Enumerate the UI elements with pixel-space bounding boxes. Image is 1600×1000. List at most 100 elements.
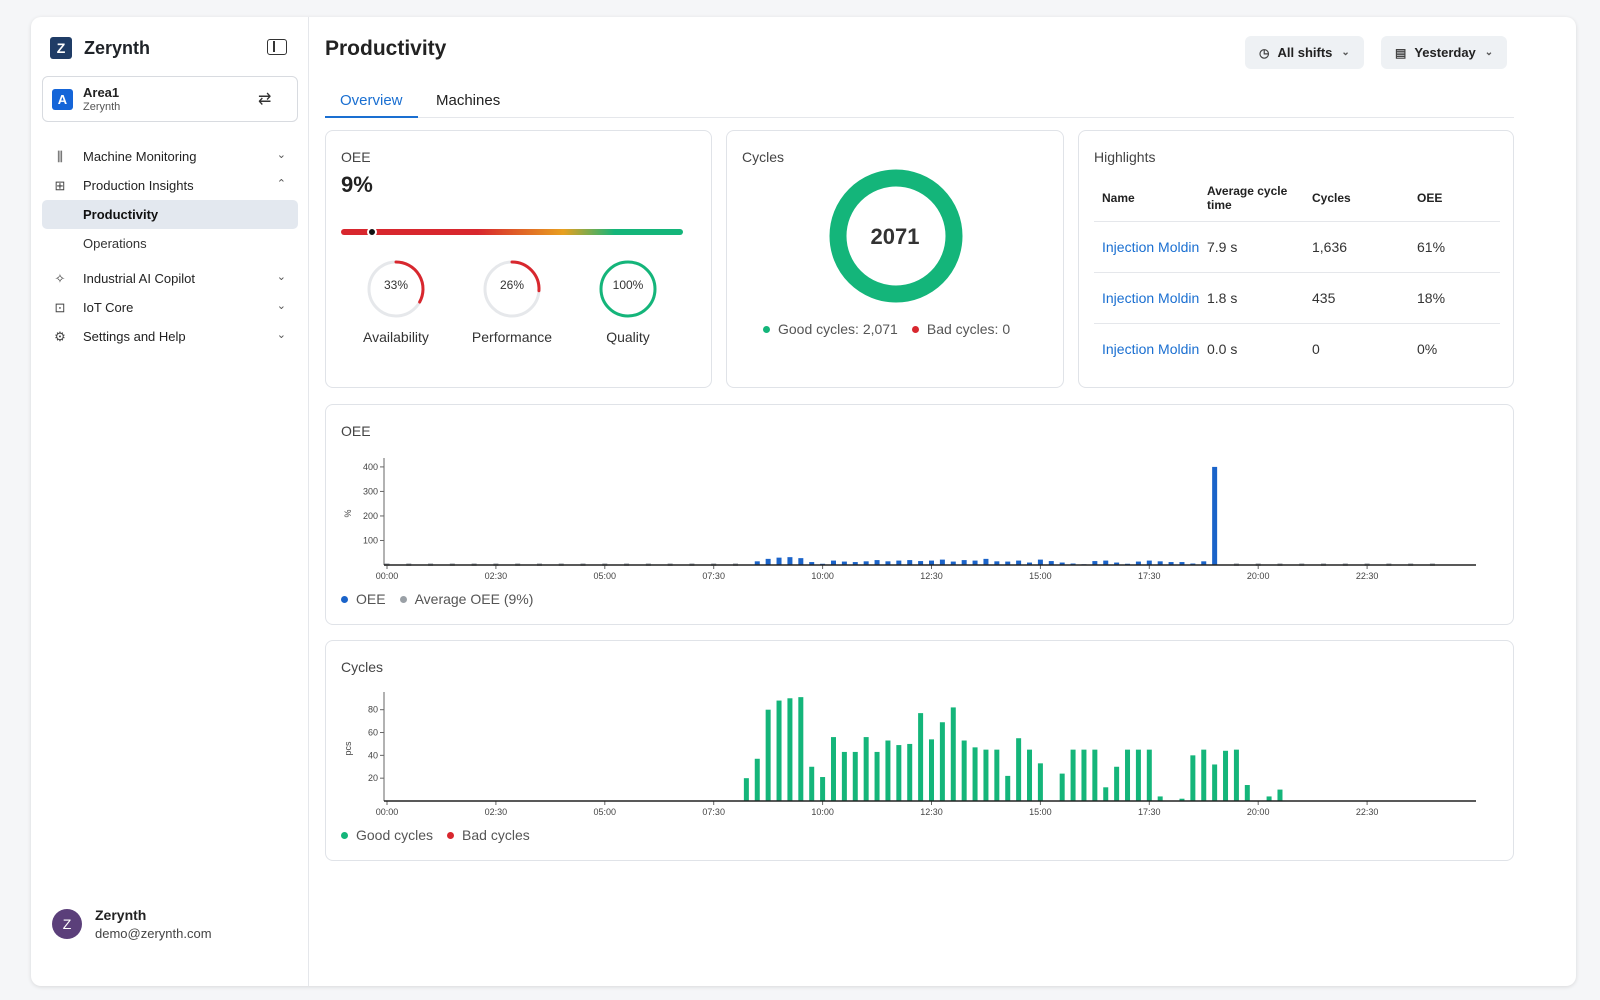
sidebar-item-label: Industrial AI Copilot <box>83 271 196 286</box>
bar <box>1179 562 1185 565</box>
x-tick-label: 22:30 <box>1356 571 1379 581</box>
sidebar-item-operations[interactable]: Operations <box>83 236 147 251</box>
bar <box>841 751 847 801</box>
col-avg-cycle-time: Average cycle time <box>1199 175 1304 222</box>
bar <box>1005 775 1011 801</box>
bad-dot-icon <box>447 831 455 839</box>
sidebar-item-iot-core[interactable]: ⊡ IoT Core ⌄ <box>42 293 298 322</box>
oee-chart-legend: OEE Average OEE (9%) <box>341 591 547 607</box>
avatar: Z <box>52 909 82 939</box>
cycles-chart-legend: Good cycles Bad cycles <box>341 827 544 843</box>
machine-chart-icon: ⫼ <box>57 149 63 164</box>
sidebar-item-machine-monitoring[interactable]: ⫼ Machine Monitoring ⌄ <box>42 142 298 171</box>
table-header-row: Name Average cycle time Cycles OEE <box>1094 175 1500 222</box>
date-filter-dropdown[interactable]: ▤ Yesterday ⌄ <box>1381 36 1508 69</box>
brand-logo-icon: Z <box>50 37 72 59</box>
area-selector[interactable]: A Area1 Zerynth ⇄ <box>42 76 298 122</box>
performance-pct: 26% <box>499 278 525 292</box>
oee-gauge-bar <box>341 227 683 237</box>
bar <box>852 562 858 565</box>
performance-ring <box>483 260 541 318</box>
chevron-down-icon: ⌄ <box>1341 47 1350 58</box>
sidebar-item-productivity[interactable]: Productivity <box>42 200 298 229</box>
bar <box>885 561 891 565</box>
tab-machines[interactable]: Machines <box>436 92 501 109</box>
bar <box>1277 789 1283 801</box>
cycles-legend: Good cycles: 2,071 Bad cycles: 0 <box>763 321 1024 337</box>
performance-label: Performance <box>471 329 553 345</box>
avg-cycle-time: 0.0 s <box>1207 340 1238 357</box>
machine-link[interactable]: Injection Molding 2 <box>1094 272 1199 324</box>
area-badge: A <box>52 89 73 110</box>
sidebar-item-industrial-ai-copilot[interactable]: ✧ Industrial AI Copilot ⌄ <box>42 264 298 293</box>
oee-pct: 0% <box>1417 340 1438 357</box>
x-tick-label: 07:30 <box>702 571 725 581</box>
bar <box>798 697 804 801</box>
bar <box>1212 466 1218 565</box>
x-tick-label: 00:00 <box>376 571 399 581</box>
tab-overview[interactable]: Overview <box>325 92 418 118</box>
x-tick-label: 20:00 <box>1247 571 1270 581</box>
x-tick-label: 12:30 <box>920 807 943 817</box>
bar <box>972 560 978 565</box>
bar <box>1037 763 1043 801</box>
clock-icon: ◷ <box>1259 45 1270 60</box>
switch-arrows-icon[interactable]: ⇄ <box>258 91 272 108</box>
bar <box>1157 796 1163 801</box>
sidebar-item-production-insights[interactable]: ⊞ Production Insights ⌃ <box>42 171 298 200</box>
highlights-table: Name Average cycle time Cycles OEE Injec… <box>1094 175 1500 374</box>
bar <box>972 747 978 801</box>
shift-filter-label: All shifts <box>1277 45 1333 60</box>
bar <box>809 562 815 565</box>
user-name: Zerynth <box>95 907 147 923</box>
oee-pct: 61% <box>1409 221 1500 273</box>
bar <box>754 561 760 565</box>
user-profile[interactable]: Z Zerynth demo@zerynth.com <box>52 907 212 941</box>
avg-cycle-time: 1.8 s <box>1199 272 1304 324</box>
y-tick-label: 80 <box>368 705 378 715</box>
bar <box>950 707 956 801</box>
cycles-chart-title: Cycles <box>341 659 384 675</box>
cycles-count: 435 <box>1304 272 1409 324</box>
bar <box>983 749 989 801</box>
area-subtitle: Zerynth <box>83 101 121 113</box>
x-tick-label: 17:30 <box>1138 807 1161 817</box>
bar <box>939 559 945 565</box>
bar <box>896 745 902 801</box>
chevron-down-icon: ⌄ <box>276 149 286 161</box>
sidebar-item-label: Settings and Help <box>83 329 186 344</box>
bar <box>830 560 836 565</box>
y-axis-label: pcs <box>343 741 353 756</box>
bar <box>776 700 782 801</box>
bar <box>1212 764 1218 801</box>
bar <box>1168 562 1174 565</box>
oee-value: 9% <box>341 172 373 197</box>
chip-icon: ⊡ <box>54 300 66 315</box>
oee-card: OEE 9% 33% Availability 26% Performance … <box>325 130 712 388</box>
app-window: Z Zerynth A Area1 Zerynth ⇄ ⫼ Machine Mo… <box>31 17 1576 986</box>
x-tick-label: 00:00 <box>376 807 399 817</box>
col-oee: OEE <box>1409 175 1500 222</box>
quality-gauge: 100% Quality <box>573 257 683 345</box>
highlights-title: Highlights <box>1094 149 1156 165</box>
table-row: Injection Molding 2 1.8 s 435 18% <box>1094 272 1500 324</box>
machine-link[interactable]: Injection Molding 1 <box>1094 221 1199 273</box>
bar <box>874 751 880 801</box>
legend-bad-cycles: Bad cycles <box>462 827 530 843</box>
oee-chart-title: OEE <box>341 423 371 439</box>
good-dot-icon <box>763 325 770 333</box>
cycles-count: 1,636 <box>1304 221 1409 273</box>
bar <box>765 709 771 801</box>
bar <box>863 561 869 565</box>
sidebar-toggle-icon[interactable] <box>267 39 287 55</box>
sidebar-item-settings-and-help[interactable]: ⚙ Settings and Help ⌄ <box>42 322 298 351</box>
factory-icon: ⊞ <box>54 178 66 193</box>
brand[interactable]: Z Zerynth <box>50 37 150 59</box>
x-tick-label: 10:00 <box>811 571 834 581</box>
bar <box>1027 749 1033 801</box>
sidebar-item-label: IoT Core <box>83 300 134 315</box>
shift-filter-dropdown[interactable]: ◷ All shifts ⌄ <box>1245 36 1364 69</box>
oee-gauge-marker <box>366 227 377 237</box>
machine-link[interactable]: Injection Molding 3 <box>1102 340 1199 357</box>
bar <box>765 558 771 565</box>
